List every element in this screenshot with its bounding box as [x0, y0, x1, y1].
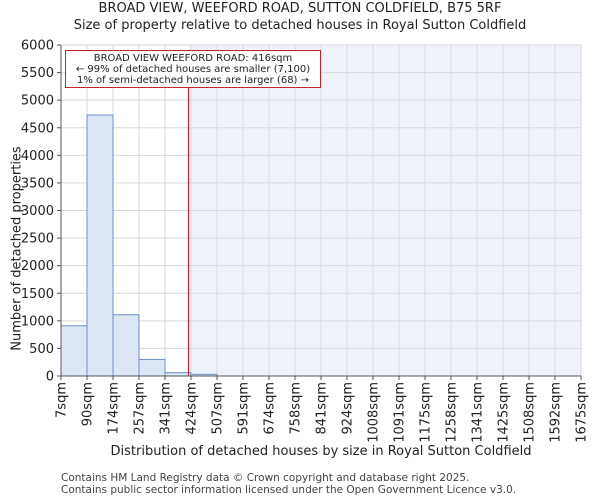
bar [138, 358, 166, 377]
y-axis-label: Number of detached properties [9, 146, 25, 351]
x-tick-label: 758sqm [289, 382, 304, 435]
x-tick-label: 1008sqm [367, 382, 382, 443]
y-tick-label: 5000 [21, 94, 54, 109]
y-tick-label: 500 [29, 342, 54, 357]
x-tick-label: 257sqm [133, 382, 148, 435]
x-tick-label: 841sqm [315, 382, 330, 435]
x-tick-label: 1175sqm [419, 382, 434, 443]
y-tick-label: 3000 [21, 204, 54, 219]
bar [112, 314, 140, 377]
y-tick-label: 2000 [21, 259, 54, 274]
x-tick-label: 1675sqm [575, 382, 590, 443]
x-tick-label: 341sqm [159, 382, 174, 435]
y-tick-label: 4000 [21, 149, 54, 164]
x-axis-label: Distribution of detached houses by size … [110, 444, 532, 459]
grid-layer [60, 44, 582, 377]
annotation-line2: ← 99% of detached houses are smaller (7,… [75, 64, 311, 75]
y-tick-label: 0 [46, 370, 54, 385]
y-tick-label: 3500 [21, 176, 54, 191]
y-tick-label: 6000 [21, 39, 54, 54]
x-tick-label: 674sqm [263, 382, 278, 435]
x-tick-label: 507sqm [211, 382, 226, 435]
x-tick-label: 424sqm [185, 382, 200, 435]
x-tick-label: 7sqm [55, 382, 70, 418]
y-tick-label: 5500 [21, 66, 54, 81]
bar [60, 325, 88, 377]
y-tick-label: 1500 [21, 287, 54, 302]
bar [86, 114, 114, 377]
x-tick-label: 1341sqm [471, 382, 486, 443]
chart-title-line2: Size of property relative to detached ho… [73, 18, 527, 33]
footer-line1: Contains HM Land Registry data © Crown c… [61, 472, 470, 484]
axis-layer: 0 500 1000 1500 2000 2500 3000 3500 4000 4500 5000… [21, 39, 590, 443]
x-tick-label: 90sqm [81, 382, 96, 426]
x-tick-label: 1592sqm [549, 382, 564, 443]
y-tick-label: 2500 [21, 232, 54, 247]
bar-layer [60, 114, 218, 377]
y-tick-label: 4500 [21, 121, 54, 136]
x-tick-label: 1258sqm [445, 382, 460, 443]
x-tick-label: 1425sqm [497, 382, 512, 443]
x-tick-label: 924sqm [341, 382, 356, 435]
x-tick-label: 591sqm [237, 382, 252, 435]
annotation-line1: BROAD VIEW WEEFORD ROAD: 416sqm [93, 53, 293, 64]
annotation-line3: 1% of semi-detached houses are larger (6… [76, 75, 310, 86]
x-tick-label: 1508sqm [523, 382, 538, 443]
chart-title-line1: BROAD VIEW, WEEFORD ROAD, SUTTON COLDFIE… [98, 1, 502, 16]
x-tick-label: 174sqm [107, 382, 122, 435]
x-tick-label: 1091sqm [393, 382, 408, 443]
y-tick-label: 1000 [21, 314, 54, 329]
footer-line2: Contains public sector information licen… [61, 484, 517, 496]
annotation-box: BROAD VIEW WEEFORD ROAD: 416sqm ← 99% of… [65, 50, 321, 88]
